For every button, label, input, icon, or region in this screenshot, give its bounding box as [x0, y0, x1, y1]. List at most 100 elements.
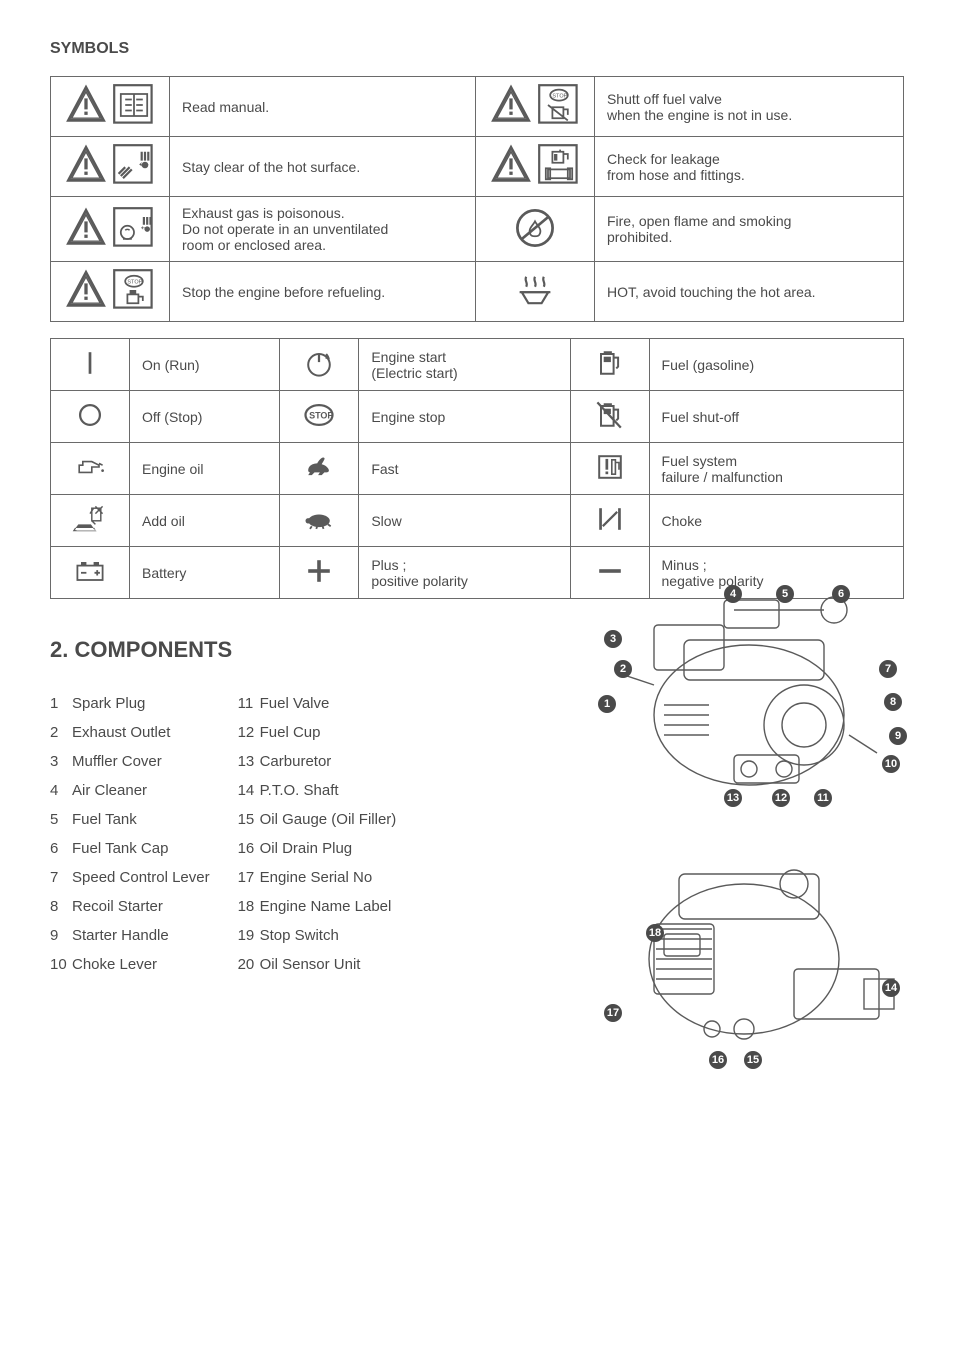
- engine-diagram-bottom: 14 15 16 17 18: [594, 829, 904, 1074]
- diagram-callout: 9: [889, 727, 907, 745]
- symbol-text: Stop the engine before refueling.: [170, 262, 476, 322]
- symbol-icon-cell: [280, 495, 359, 547]
- diagram-callout: 5: [776, 585, 794, 603]
- rabbit-icon: [301, 449, 337, 485]
- diagram-callout: 14: [882, 979, 900, 997]
- symbol-text: Check for leakagefrom hose and fittings.: [594, 137, 903, 197]
- component-number: 1: [50, 695, 72, 712]
- symbol-text: Fuel shut-off: [649, 391, 903, 443]
- symbol-text: Engine stop: [359, 391, 570, 443]
- component-number: 10: [50, 956, 72, 973]
- component-label: Fuel Cup: [260, 724, 397, 741]
- symbol-text: Slow: [359, 495, 570, 547]
- warn-stop-fuel-icon: [489, 83, 533, 127]
- symbol-text: Engine start(Electric start): [359, 339, 570, 391]
- symbols-table-1: Read manual.STOPShutt off fuel valvewhen…: [50, 76, 904, 322]
- stop-o-icon: STOP: [301, 397, 337, 433]
- component-number: 15: [238, 811, 260, 828]
- component-number: 16: [238, 840, 260, 857]
- diagram-callout: 6: [832, 585, 850, 603]
- diagram-callout: 1: [598, 695, 616, 713]
- fuel-warn-icon: [592, 449, 628, 485]
- diagram-callout: 3: [604, 630, 622, 648]
- component-number: 11: [238, 695, 260, 712]
- symbols-row: STOPStop the engine before refueling.HOT…: [51, 262, 904, 322]
- symbol-icon-cell: [570, 443, 649, 495]
- component-number: 18: [238, 898, 260, 915]
- symbol-icon-cell: ↔: [51, 197, 170, 262]
- fuel-icon: [592, 345, 628, 381]
- plus-icon: [301, 553, 337, 589]
- component-label: Air Cleaner: [72, 782, 210, 799]
- component-number: 6: [50, 840, 72, 857]
- component-label: Oil Sensor Unit: [260, 956, 397, 973]
- symbol-text: Off (Stop): [130, 391, 280, 443]
- symbols-row: ↔Exhaust gas is poisonous.Do not operate…: [51, 197, 904, 262]
- fuel-off-icon: [592, 397, 628, 433]
- symbol-text: Stay clear of the hot surface.: [170, 137, 476, 197]
- component-label: Carburetor: [260, 753, 397, 770]
- engine-diagrams: 12345678910111213: [594, 585, 904, 1074]
- symbols-row: Add oil Slow Choke: [51, 495, 904, 547]
- symbol-icon-cell: STOP: [280, 391, 359, 443]
- symbols-table-2: On (Run) Engine start(Electric start) Fuel…: [50, 338, 904, 599]
- diagram-callout: 17: [604, 1004, 622, 1022]
- symbol-icon-cell: [280, 443, 359, 495]
- symbol-icon-cell: [570, 339, 649, 391]
- symbol-icon-cell: STOP: [51, 262, 170, 322]
- diagram-callout: 12: [772, 789, 790, 807]
- estart-icon: [301, 345, 337, 381]
- diagram-callout: 18: [646, 924, 664, 942]
- addoil-icon: [72, 501, 108, 537]
- components-heading: 2. COMPONENTS: [50, 637, 584, 663]
- component-label: Fuel Tank Cap: [72, 840, 210, 857]
- symbol-text: On (Run): [130, 339, 280, 391]
- component-label: Stop Switch: [260, 927, 397, 944]
- component-number: 9: [50, 927, 72, 944]
- symbol-icon-cell: [280, 339, 359, 391]
- symbol-icon-cell: [475, 137, 594, 197]
- diagram-callout: 4: [724, 585, 742, 603]
- component-label: Exhaust Outlet: [72, 724, 210, 741]
- symbol-icon-cell: [51, 339, 130, 391]
- symbol-text: Add oil: [130, 495, 280, 547]
- symbol-icon-cell: [51, 547, 130, 599]
- battery-icon: [72, 553, 108, 589]
- warn-leak-icon: [489, 143, 533, 187]
- symbol-text: Choke: [649, 495, 903, 547]
- components-list: 1Spark Plug2Exhaust Outlet3Muffler Cover…: [50, 695, 584, 973]
- component-number: 7: [50, 869, 72, 886]
- symbols-row: On (Run)Engine start(Electric start)Fuel…: [51, 339, 904, 391]
- symbol-text: Fire, open flame and smokingprohibited.: [594, 197, 903, 262]
- minus-icon: [592, 553, 628, 589]
- symbols-row: Engine oilFastFuel systemfailure / malfu…: [51, 443, 904, 495]
- symbol-icon-cell: STOP: [475, 77, 594, 137]
- diagram-callout: 15: [744, 1051, 762, 1069]
- symbol-text: Fast: [359, 443, 570, 495]
- symbol-icon-cell: [51, 391, 130, 443]
- component-number: 3: [50, 753, 72, 770]
- component-number: 19: [238, 927, 260, 944]
- component-label: Speed Control Lever: [72, 869, 210, 886]
- symbol-text: Exhaust gas is poisonous.Do not operate …: [170, 197, 476, 262]
- circle-icon: [72, 397, 108, 433]
- component-number: 4: [50, 782, 72, 799]
- diagram-callout: 2: [614, 660, 632, 678]
- warn-hot-hand-icon: [64, 143, 108, 187]
- choke-icon: [592, 501, 628, 537]
- component-number: 5: [50, 811, 72, 828]
- component-label: Recoil Starter: [72, 898, 210, 915]
- component-label: Choke Lever: [72, 956, 210, 973]
- symbol-icon-cell: [475, 262, 594, 322]
- component-label: Spark Plug: [72, 695, 210, 712]
- diagram-callout: 16: [709, 1051, 727, 1069]
- symbol-icon-cell: [570, 495, 649, 547]
- diagram-callout: 7: [879, 660, 897, 678]
- component-label: Fuel Valve: [260, 695, 397, 712]
- symbol-text: Fuel systemfailure / malfunction: [649, 443, 903, 495]
- warn-stop-refuel-icon: [64, 268, 108, 312]
- symbol-icon-cell: [51, 495, 130, 547]
- symbol-text: Shutt off fuel valvewhen the engine is n…: [594, 77, 903, 137]
- component-number: 12: [238, 724, 260, 741]
- component-number: 17: [238, 869, 260, 886]
